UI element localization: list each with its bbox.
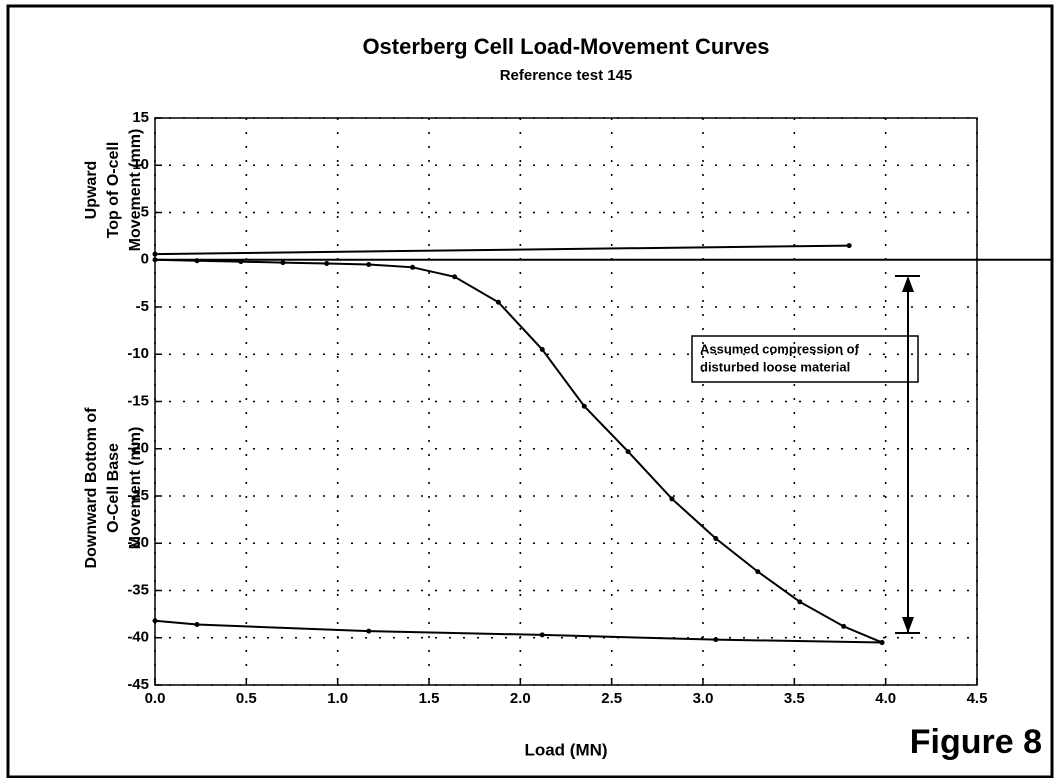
data-point — [581, 403, 587, 409]
annotation-box — [691, 335, 919, 383]
data-point — [152, 251, 158, 257]
x-tick-label: 2.5 — [601, 690, 622, 707]
data-point — [280, 260, 286, 266]
data-point — [238, 259, 244, 265]
annotation-text: Assumed compression of — [700, 341, 860, 356]
y-tick-label: 0 — [141, 251, 149, 268]
y-tick-label: -40 — [127, 629, 149, 646]
data-point — [539, 632, 545, 638]
data-point — [755, 569, 761, 575]
x-tick-label: 0.5 — [236, 690, 257, 707]
series-line — [154, 244, 850, 256]
data-point — [366, 628, 372, 634]
y-tick-label: -15 — [127, 392, 149, 409]
y-tick-label: -30 — [127, 534, 149, 551]
data-point — [194, 258, 200, 264]
data-point — [366, 261, 372, 267]
y-axis-label: Downward Bottom of — [83, 407, 100, 569]
y-tick-label: 15 — [132, 109, 149, 126]
y-axis-label: O-Cell Base — [105, 443, 122, 533]
series-line — [154, 619, 883, 644]
chart-title: Osterberg Cell Load-Movement Curves — [362, 34, 769, 59]
x-tick-label: 4.0 — [875, 690, 896, 707]
data-point — [846, 243, 852, 249]
arrow-head — [902, 617, 914, 633]
data-point — [669, 496, 675, 502]
y-axis-labels: Upward Top of O-cell Movement (mm) Downward… — [83, 129, 144, 569]
data-point — [324, 261, 330, 267]
data-point — [452, 274, 458, 280]
y-axis-label: Top of O-cell — [105, 142, 122, 239]
y-tick-label: 10 — [132, 156, 149, 173]
data-point — [797, 599, 803, 605]
x-tick-label: 3.5 — [784, 690, 805, 707]
data-point — [625, 449, 631, 455]
arrow-head — [902, 276, 914, 292]
y-tick-label: -45 — [127, 676, 149, 693]
data-point — [539, 347, 545, 353]
data-point — [713, 637, 719, 643]
data-point — [495, 299, 501, 305]
data-point — [879, 639, 885, 645]
y-tick-label: -10 — [127, 345, 149, 362]
x-tick-label: 2.0 — [510, 690, 531, 707]
y-tick-label: 5 — [141, 203, 149, 220]
data-point — [152, 257, 158, 263]
y-tick-label: -25 — [127, 487, 149, 504]
figure-label: Figure 8 — [910, 723, 1042, 761]
frame — [6, 4, 1054, 778]
data-point — [410, 264, 416, 270]
chart-subtitle: Reference test 145 — [500, 67, 633, 84]
y-tick-label: -5 — [136, 298, 149, 315]
x-tick-label: 4.5 — [967, 690, 988, 707]
y-tick-label: -35 — [127, 581, 149, 598]
data-point — [713, 536, 719, 542]
x-tick-label: 1.5 — [419, 690, 440, 707]
series-line — [154, 258, 883, 644]
data-point — [841, 623, 847, 629]
x-tick-label: 3.0 — [693, 690, 714, 707]
data-point — [152, 618, 158, 624]
annotation-text: disturbed loose material — [700, 359, 850, 374]
y-tick-label: -20 — [127, 440, 149, 457]
data-point — [194, 622, 200, 628]
x-tick-label: 1.0 — [327, 690, 348, 707]
x-axis-label: Load (MN) — [524, 740, 607, 759]
y-axis-label: Upward — [83, 161, 100, 220]
plot-frame — [154, 117, 978, 686]
x-tick-label: 0.0 — [145, 690, 166, 707]
y-axis-label: Movement (mm) — [127, 427, 144, 550]
y-axis-label: Movement (mm) — [127, 129, 144, 252]
